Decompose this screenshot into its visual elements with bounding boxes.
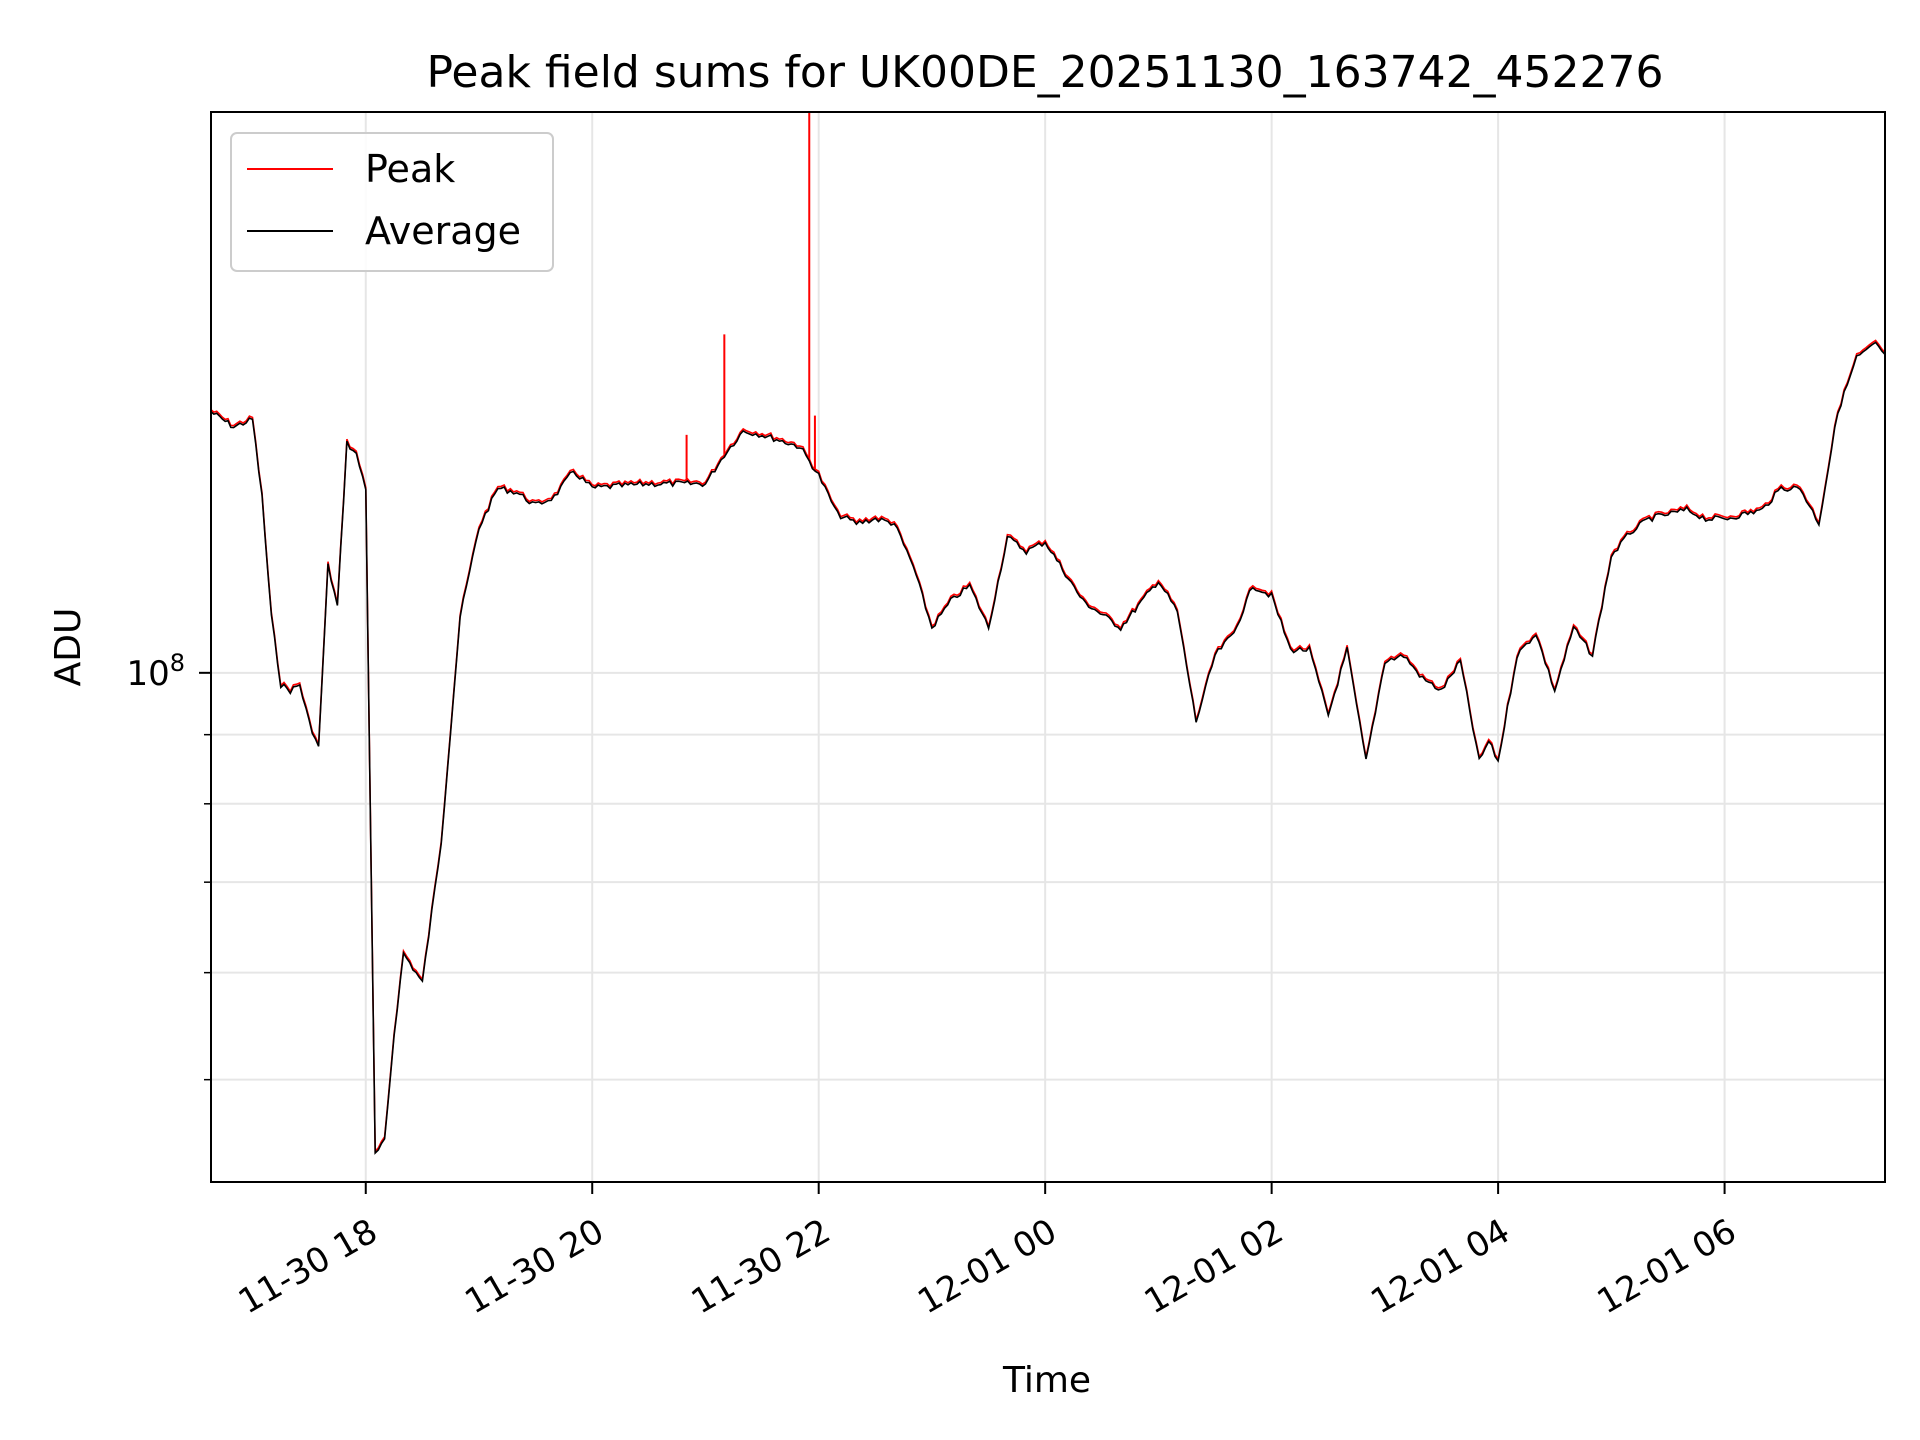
- x-axis-label: Time: [1002, 1360, 1091, 1401]
- y-axis-label: ADU: [48, 608, 89, 687]
- grid: [211, 112, 1885, 1182]
- plot-frame: [210, 111, 1886, 1183]
- y-tick-label: 108: [126, 649, 185, 694]
- legend-label-average: Average: [365, 209, 521, 253]
- chart-title: Peak field sums for UK00DE_20251130_1637…: [426, 47, 1663, 98]
- series-line-average: [210, 341, 1886, 1155]
- legend-box: [230, 132, 554, 272]
- legend: Peak Average: [230, 132, 554, 272]
- plot-series: [210, 112, 1886, 1155]
- y-axis-ticks: 108: [126, 649, 211, 1081]
- legend-label-peak: Peak: [365, 147, 455, 191]
